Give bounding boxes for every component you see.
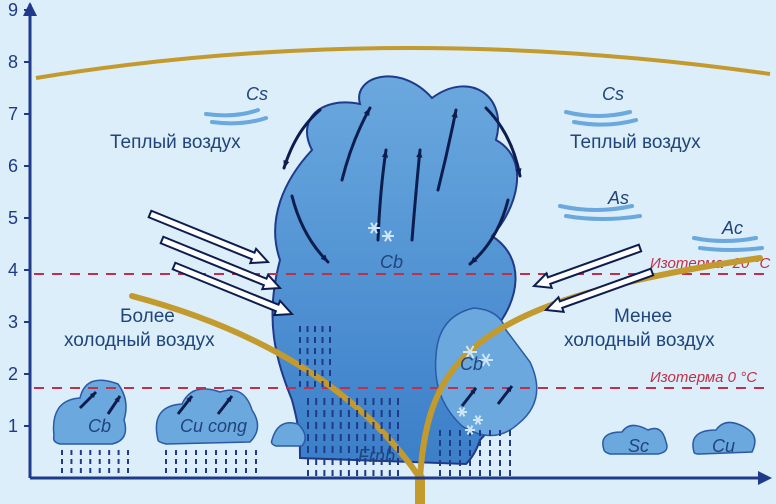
y-tick-label-3: 3: [8, 312, 18, 332]
label-13: Cu cong: [180, 416, 247, 436]
label-6: Cb: [380, 252, 403, 272]
wisp-7: [700, 248, 762, 250]
label-10: холодный воздух: [564, 330, 715, 351]
y-tick-label-7: 7: [8, 104, 18, 124]
diagram-root: Изотерма -20 °CИзотерма 0 °C123456789CsC…: [0, 0, 776, 504]
isotherm-label-1: Изотерма 0 °C: [650, 369, 757, 386]
label-3: Теплый воздух: [570, 132, 701, 153]
y-tick-label-9: 9: [8, 0, 18, 20]
label-1: Cs: [602, 84, 624, 104]
y-tick-label-6: 6: [8, 156, 18, 176]
label-9: Менее: [614, 306, 672, 327]
y-tick-label-5: 5: [8, 208, 18, 228]
y-tick-label-1: 1: [8, 416, 18, 436]
y-tick-label-2: 2: [8, 364, 18, 384]
label-8: холодный воздух: [64, 330, 215, 351]
y-tick-label-8: 8: [8, 52, 18, 72]
label-4: As: [607, 188, 629, 208]
label-16: Cu: [712, 436, 735, 456]
label-0: Cs: [246, 84, 268, 104]
y-tick-label-4: 4: [8, 260, 18, 280]
label-2: Теплый воздух: [110, 132, 241, 153]
label-14: Frnb: [358, 446, 395, 466]
label-12: Cb: [88, 416, 111, 436]
label-11: Cb: [460, 354, 483, 374]
label-5: Ac: [721, 218, 743, 238]
label-7: Более: [120, 306, 175, 327]
label-15: Sc: [628, 436, 649, 456]
